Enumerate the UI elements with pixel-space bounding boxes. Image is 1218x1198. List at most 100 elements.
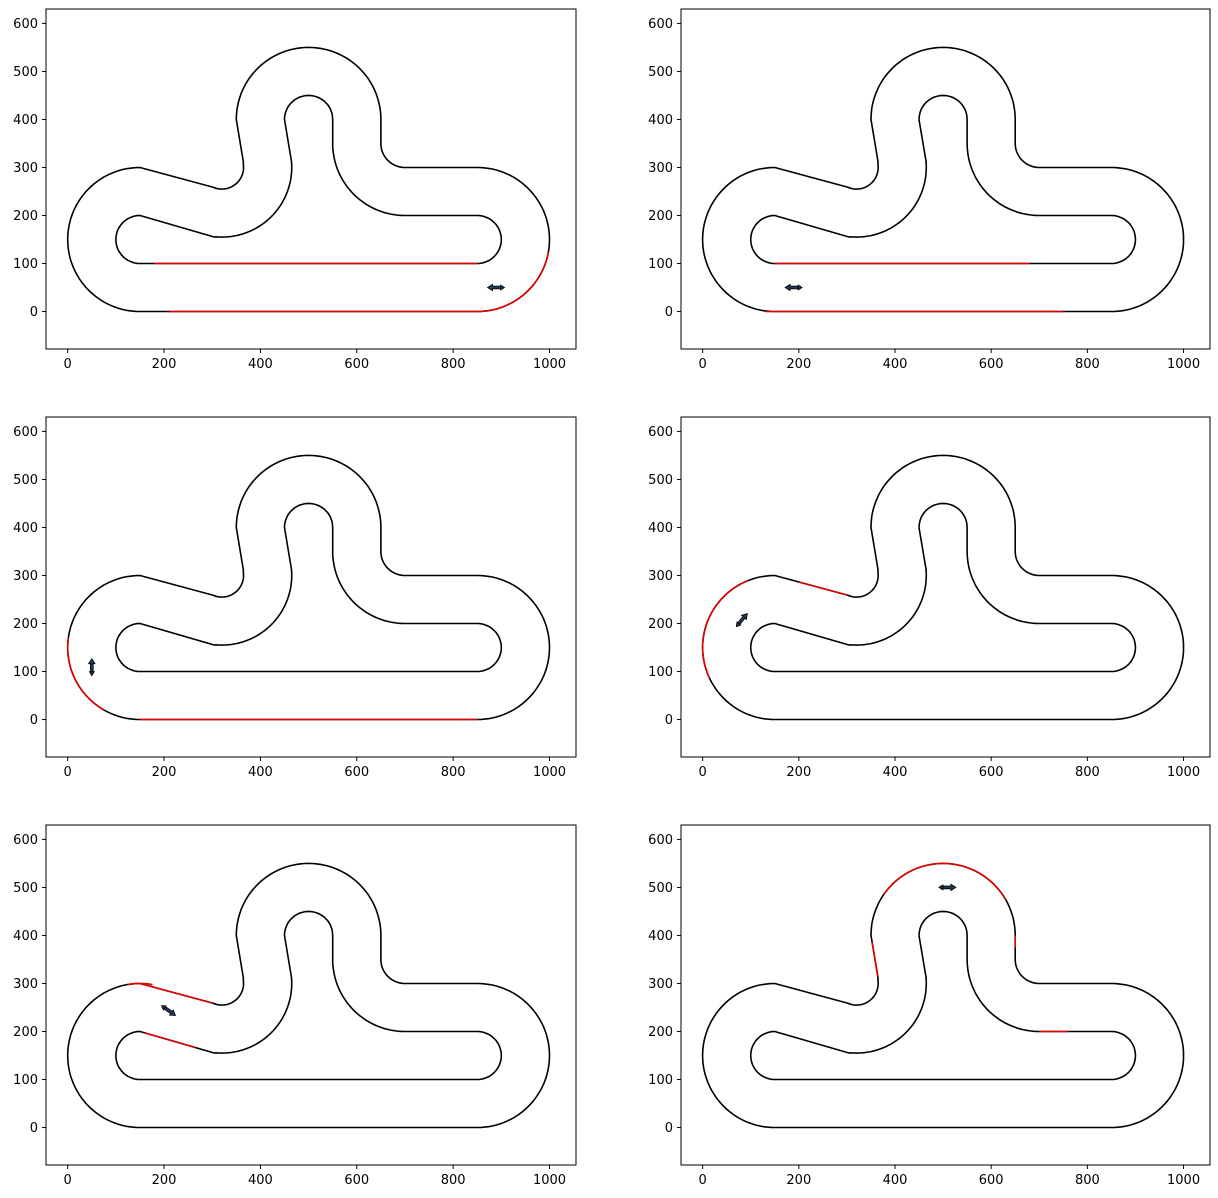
y-tick-label: 400	[13, 113, 38, 128]
y-tick-label: 300	[648, 569, 673, 584]
subplot-3: 0 200 400 600 800 1000 0 100 200 300 400 500 600	[13, 416, 577, 780]
y-tick-label: 600	[13, 17, 38, 32]
y-tick-label: 0	[665, 1121, 673, 1136]
car-tail	[500, 284, 506, 291]
car-marker	[160, 1005, 177, 1016]
x-tick-label: 400	[883, 357, 908, 372]
subplot-6: 0 200 400 600 800 1000 0 100 200 300 400 500 600	[648, 824, 1211, 1188]
plot-area	[66, 862, 551, 1129]
x-tick-label: 0	[64, 357, 72, 372]
x-tick-label: 0	[699, 1173, 707, 1188]
x-tick-label: 0	[699, 357, 707, 372]
y-tick-label: 100	[648, 665, 673, 680]
y-tick-label: 100	[13, 1073, 38, 1088]
track-outer-boundary	[66, 862, 551, 1129]
highlight-segment	[798, 581, 848, 596]
y-tick-label: 500	[648, 65, 673, 80]
highlight-segment	[139, 982, 213, 1004]
y-tick-label: 0	[665, 713, 673, 728]
y-tick-label: 300	[13, 569, 38, 584]
axes-frame	[680, 416, 1211, 758]
track-inner-boundary	[115, 94, 503, 265]
x-tick-label: 400	[883, 1173, 908, 1188]
y-tick-label: 600	[648, 425, 673, 440]
axes-frame	[45, 8, 577, 350]
x-tick-label: 600	[344, 765, 369, 780]
highlight-segment	[144, 1032, 196, 1049]
y-tick-label: 0	[30, 1121, 38, 1136]
x-tick-label: 800	[441, 357, 466, 372]
x-tick-label: 800	[441, 1173, 466, 1188]
x-tick-label: 800	[441, 765, 466, 780]
x-tick-label: 400	[248, 357, 273, 372]
highlight-segment	[701, 579, 749, 679]
track-inner-boundary	[749, 502, 1137, 673]
x-tick-label: 1000	[533, 1173, 566, 1188]
car-marker	[486, 283, 506, 292]
x-tick-label: 200	[152, 1173, 177, 1188]
x-tick-label: 1000	[533, 357, 566, 372]
car-tail	[938, 884, 944, 891]
x-tick-label: 400	[248, 1173, 273, 1188]
track-outer-boundary	[701, 862, 1185, 1129]
y-tick-label: 200	[13, 209, 38, 224]
x-tick-label: 200	[152, 357, 177, 372]
car-marker	[938, 883, 957, 892]
y-tick-label: 200	[648, 617, 673, 632]
x-tick-label: 400	[883, 765, 908, 780]
y-tick-label: 400	[13, 521, 38, 536]
x-tick-label: 200	[786, 765, 811, 780]
x-tick-label: 200	[786, 357, 811, 372]
car-marker	[784, 283, 803, 292]
car-marker	[735, 613, 748, 628]
track-outer-boundary	[701, 46, 1185, 313]
y-tick-label: 400	[648, 521, 673, 536]
track-outer-boundary	[701, 454, 1185, 721]
x-tick-label: 600	[979, 765, 1004, 780]
y-tick-label: 0	[665, 305, 673, 320]
subplot-1: 0 200 400 600 800 1000 0 100 200 300 400 500 600	[13, 8, 577, 372]
y-tick-label: 100	[648, 257, 673, 272]
x-tick-label: 400	[248, 765, 273, 780]
y-tick-label: 300	[13, 977, 38, 992]
x-tick-label: 800	[1075, 765, 1100, 780]
subplot-5: 0 200 400 600 800 1000 0 100 200 300 400 500 600	[13, 824, 577, 1188]
highlight-segment	[66, 637, 105, 711]
subplot-4: 0 200 400 600 800 1000 0 100 200 300 400 500 600	[648, 416, 1211, 780]
x-tick-label: 600	[344, 357, 369, 372]
highlight-segment	[477, 251, 550, 313]
x-tick-label: 600	[979, 357, 1004, 372]
x-tick-label: 800	[1075, 1173, 1100, 1188]
x-tick-label: 0	[64, 1173, 72, 1188]
track-outer-boundary	[66, 454, 551, 721]
y-tick-label: 100	[13, 665, 38, 680]
x-tick-label: 600	[344, 1173, 369, 1188]
y-tick-label: 0	[30, 713, 38, 728]
y-tick-label: 500	[13, 473, 38, 488]
y-tick-label: 600	[648, 17, 673, 32]
x-tick-label: 200	[786, 1173, 811, 1188]
y-tick-label: 600	[13, 833, 38, 848]
y-tick-label: 200	[648, 1025, 673, 1040]
x-tick-label: 1000	[1167, 357, 1200, 372]
y-tick-label: 400	[13, 929, 38, 944]
car-tail	[160, 1005, 167, 1011]
track-inner-boundary	[749, 910, 1137, 1081]
y-tick-label: 500	[648, 881, 673, 896]
highlight-segment	[883, 862, 1007, 900]
car-tail	[735, 621, 742, 628]
track-inner-boundary	[749, 94, 1137, 265]
axes-frame	[45, 824, 577, 1166]
y-tick-label: 200	[13, 617, 38, 632]
x-tick-label: 600	[979, 1173, 1004, 1188]
y-tick-label: 500	[13, 65, 38, 80]
axes-frame	[45, 416, 577, 758]
highlight-segment	[871, 942, 879, 977]
y-tick-label: 600	[13, 425, 38, 440]
plot-area	[701, 454, 1185, 721]
y-tick-label: 100	[648, 1073, 673, 1088]
car-tail	[797, 284, 803, 291]
y-tick-label: 500	[13, 881, 38, 896]
plot-area	[701, 862, 1185, 1129]
car-tail	[88, 671, 95, 677]
